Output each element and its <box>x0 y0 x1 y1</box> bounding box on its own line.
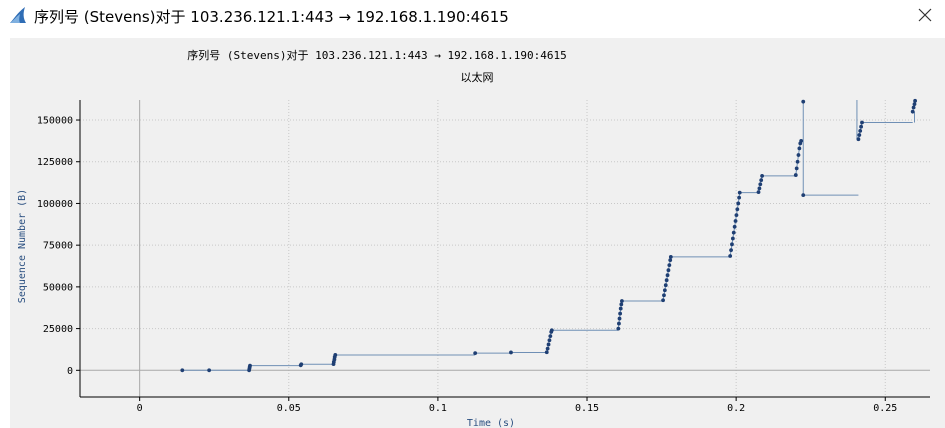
seq-data-point <box>661 298 665 303</box>
y-tick-label: 125000 <box>37 157 73 168</box>
graph-subtitle: 以太网 <box>461 71 494 84</box>
x-axis-label: Time (s) <box>467 418 515 428</box>
seq-data-point <box>913 98 917 103</box>
axis-layer <box>79 100 930 398</box>
sequence-graph[interactable]: 序列号 (Stevens)对于 103.236.121.1:443 → 192.… <box>10 38 945 428</box>
seq-data-point <box>248 363 252 368</box>
seq-data-point <box>757 186 762 191</box>
seq-data-point <box>801 193 806 198</box>
seq-data-point <box>797 146 802 151</box>
seq-data-point <box>860 120 864 125</box>
seq-data-point <box>912 102 917 107</box>
seq-data-point <box>544 350 549 355</box>
close-button[interactable] <box>905 0 945 30</box>
seq-data-point <box>333 353 338 357</box>
seq-data-point <box>910 109 915 114</box>
seq-data-point <box>619 302 624 307</box>
seq-data-point <box>794 166 799 171</box>
seq-data-point <box>756 190 761 195</box>
seq-data-point <box>668 254 673 259</box>
seq-data-point <box>801 99 806 104</box>
seq-data-point <box>858 128 863 133</box>
x-tick-label: 0.15 <box>575 403 599 414</box>
seq-data-point <box>911 105 916 110</box>
x-tick-label: 0.2 <box>727 403 745 414</box>
seq-data-point <box>729 248 733 253</box>
y-tick-label: 25000 <box>43 324 73 335</box>
seq-data-point <box>795 159 800 164</box>
x-tick-label: 0.25 <box>873 403 897 414</box>
seq-data-point <box>737 190 742 195</box>
seq-data-point <box>760 174 764 178</box>
seq-data-point <box>180 368 185 373</box>
seq-data-point <box>620 299 624 303</box>
seq-data-point <box>548 334 553 338</box>
seq-data-point <box>759 178 764 182</box>
y-axis-label: Sequence Number (B) <box>17 189 28 303</box>
graph-panel: 序列号 (Stevens)对于 103.236.121.1:443 → 192.… <box>10 38 945 428</box>
seq-data-point <box>662 293 666 298</box>
graph-title: 序列号 (Stevens)对于 103.236.121.1:443 → 192.… <box>187 48 567 62</box>
seq-data-point <box>663 283 668 288</box>
y-tick-label: 150000 <box>37 116 73 127</box>
seq-data-point <box>618 311 623 316</box>
seq-data-point <box>731 230 736 235</box>
seq-data-point <box>618 306 623 311</box>
seq-data-point <box>730 242 734 247</box>
y-tick-label: 100000 <box>37 199 73 210</box>
seq-data-point <box>859 124 864 129</box>
shark-fin-icon <box>10 7 26 23</box>
seq-data-point <box>299 362 304 367</box>
window-title: 序列号 (Stevens)对于 103.236.121.1:443 → 192.… <box>34 8 509 26</box>
seq-data-point <box>668 258 673 263</box>
step-line-layer <box>182 100 916 371</box>
x-tick-label: 0.1 <box>429 403 447 414</box>
seq-data-point <box>509 350 513 355</box>
seq-data-point <box>856 137 861 142</box>
seq-data-point <box>737 195 742 200</box>
seq-data-point <box>662 288 667 293</box>
grid-layer <box>80 100 930 397</box>
seq-data-point <box>793 173 798 177</box>
seq-data-point <box>666 268 671 273</box>
seq-data-point <box>545 346 550 351</box>
seq-data-point <box>734 213 739 218</box>
seq-data-point <box>796 153 801 157</box>
seq-data-point <box>733 219 738 223</box>
seq-data-point <box>473 351 478 356</box>
seq-data-point <box>207 368 212 373</box>
seq-data-point <box>665 273 670 278</box>
y-tick-label: 0 <box>67 366 73 377</box>
title-bar: 序列号 (Stevens)对于 103.236.121.1:443 → 192.… <box>0 0 945 34</box>
seq-data-point <box>857 133 862 137</box>
seq-data-point <box>758 182 763 187</box>
x-tick-label: 0 <box>137 403 143 414</box>
seq-data-point <box>736 201 741 206</box>
seq-data-point <box>547 338 552 343</box>
seq-data-point <box>728 254 733 258</box>
seq-data-point <box>546 342 551 347</box>
seq-data-point <box>549 328 554 333</box>
data-point-layer <box>180 98 917 373</box>
seq-data-point <box>730 236 735 241</box>
seq-data-point <box>664 278 669 283</box>
close-icon <box>918 8 932 22</box>
seq-data-point <box>732 224 737 229</box>
seq-data-point <box>617 321 621 326</box>
seq-data-point <box>667 263 672 268</box>
seq-data-point <box>617 316 622 321</box>
tick-layer: 0 0.05 0.1 0.15 0.2 0.25 0 25000 50000 75000 10000… <box>37 116 897 414</box>
y-tick-label: 75000 <box>43 241 73 252</box>
seq-data-point <box>616 326 621 331</box>
x-tick-label: 0.05 <box>277 403 301 414</box>
seq-data-point <box>735 207 740 212</box>
y-tick-label: 50000 <box>43 282 73 293</box>
seq-data-point <box>799 138 804 143</box>
